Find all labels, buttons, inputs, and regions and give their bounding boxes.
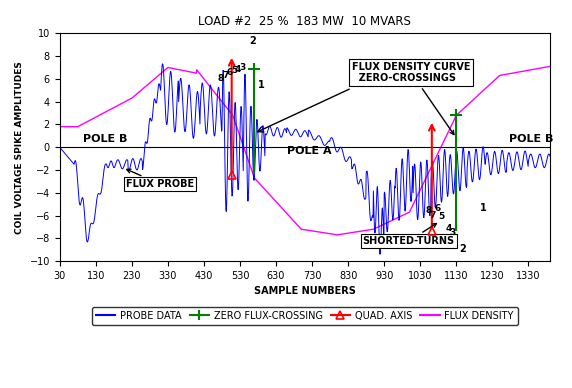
Text: 5: 5 bbox=[231, 66, 237, 75]
Text: 5: 5 bbox=[438, 212, 444, 221]
Text: 1: 1 bbox=[480, 203, 487, 213]
Text: FLUX DENSITY CURVE
  ZERO-CROSSINGS: FLUX DENSITY CURVE ZERO-CROSSINGS bbox=[352, 62, 470, 135]
Text: 4: 4 bbox=[445, 225, 452, 234]
Text: 8: 8 bbox=[218, 74, 224, 83]
Text: 8: 8 bbox=[425, 206, 431, 215]
Text: 7: 7 bbox=[430, 211, 436, 220]
Legend: PROBE DATA, ZERO FLUX-CROSSING, QUAD. AXIS, FLUX DENSITY: PROBE DATA, ZERO FLUX-CROSSING, QUAD. AX… bbox=[92, 307, 518, 324]
Text: 1: 1 bbox=[258, 80, 265, 90]
X-axis label: SAMPLE NUMBERS: SAMPLE NUMBERS bbox=[254, 286, 356, 296]
Title: LOAD #2  25 %  183 MW  10 MVARS: LOAD #2 25 % 183 MW 10 MVARS bbox=[198, 15, 411, 28]
Text: 2: 2 bbox=[249, 36, 256, 45]
Text: FLUX PROBE: FLUX PROBE bbox=[126, 169, 194, 189]
Text: POLE B: POLE B bbox=[509, 133, 553, 144]
Text: 2: 2 bbox=[459, 244, 466, 254]
Y-axis label: COIL VOLTAGE SPIKE AMPLITUDES: COIL VOLTAGE SPIKE AMPLITUDES bbox=[15, 61, 24, 234]
Text: POLE A: POLE A bbox=[287, 146, 332, 156]
Text: 3: 3 bbox=[239, 63, 245, 72]
Text: 7: 7 bbox=[223, 71, 229, 80]
Text: 3: 3 bbox=[449, 228, 455, 237]
Text: 4: 4 bbox=[235, 65, 241, 74]
Text: SHORTED-TURNS: SHORTED-TURNS bbox=[363, 223, 455, 246]
Text: 6: 6 bbox=[227, 68, 233, 78]
Text: POLE B: POLE B bbox=[83, 133, 128, 144]
Text: 6: 6 bbox=[434, 204, 440, 213]
